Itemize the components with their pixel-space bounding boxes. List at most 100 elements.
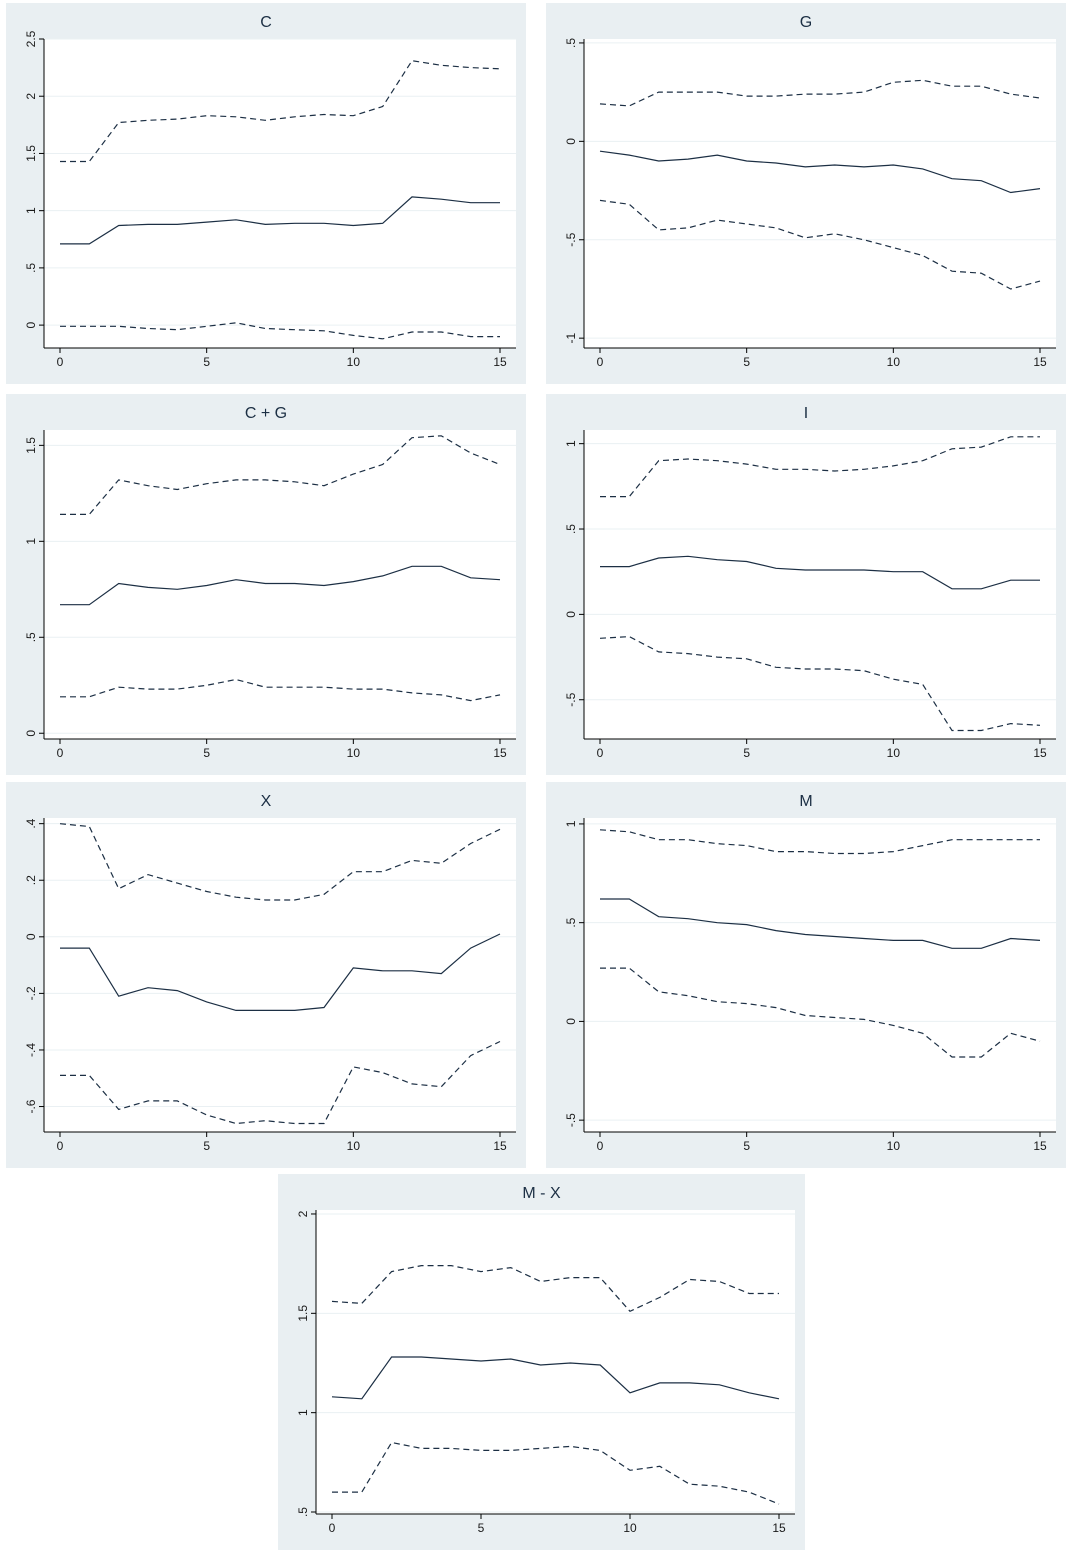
upper-bound-line	[599, 79, 1041, 107]
chart-panel-c-plus-g: C + G 0 .5 1 1.5 0 5 10 15	[6, 394, 526, 775]
x-tick-label: 15	[772, 1521, 786, 1535]
x-tick-label: 0	[597, 1139, 604, 1153]
chart-panel-m-minus-x: M - X .5 1 1.5 2 0 5 10 15	[278, 1174, 805, 1550]
y-tick-label: 0	[24, 933, 38, 940]
x-tick-label: 10	[347, 746, 361, 760]
y-tick-label: 1.5	[24, 145, 38, 162]
plot-area	[44, 430, 516, 739]
chart-title: G	[800, 14, 812, 31]
chart-title: C	[260, 14, 272, 31]
y-tick-label: 0	[564, 138, 578, 145]
y-tick-label: 1	[296, 1409, 310, 1416]
upper-bound-line	[60, 60, 501, 163]
x-tick-label: 15	[1033, 1139, 1047, 1153]
x-tick-label: 0	[57, 355, 64, 369]
lower-bound-line	[599, 199, 1041, 290]
plot-area	[584, 430, 1056, 739]
x-tick-label: 10	[347, 355, 361, 369]
upper-bound-line	[59, 823, 501, 901]
estimate-line	[600, 555, 1040, 590]
lower-bound-line	[60, 1040, 501, 1125]
chart-panel-m: M-.50.510 5 10 15	[546, 782, 1066, 1168]
y-tick-label: .5	[296, 1507, 310, 1517]
plot-area	[44, 818, 516, 1132]
y-tick-label: 0	[564, 1018, 578, 1025]
x-tick-label: 5	[203, 746, 210, 760]
y-tick-label: 1	[564, 820, 578, 827]
chart-title: M	[799, 793, 812, 810]
estimate-line	[60, 196, 500, 245]
lower-bound-line	[332, 1441, 780, 1505]
x-tick-label: 5	[743, 746, 750, 760]
y-tick-label: 1.5	[296, 1305, 310, 1322]
y-tick-label: 1	[564, 440, 578, 447]
y-tick-label: .5	[564, 917, 578, 927]
chart-panel-x: X -.6 -.4 -.2 0 .2 .4 0 5 10 15	[6, 782, 526, 1168]
y-tick-label: -1	[564, 332, 578, 343]
chart-panel-i: I-.50.510 5 10 15	[546, 394, 1066, 775]
chart-panel-c: C 0 .5 1 1.5 2 2.5 0 5 10 15	[6, 3, 526, 384]
lower-bound-line	[60, 678, 501, 702]
x-tick-label: 0	[329, 1521, 336, 1535]
x-tick-label: 15	[1033, 746, 1047, 760]
y-tick-label: 2	[296, 1210, 310, 1217]
y-tick-label: 0	[24, 321, 38, 328]
x-tick-label: 10	[347, 1139, 361, 1153]
y-tick-label: 1.5	[24, 437, 38, 454]
estimate-line	[599, 150, 1041, 194]
x-tick-label: 5	[203, 1139, 210, 1153]
x-tick-label: 0	[597, 355, 604, 369]
x-tick-label: 0	[597, 746, 604, 760]
lower-bound-line	[60, 322, 500, 340]
estimate-line	[60, 565, 501, 606]
estimate-line	[331, 1356, 780, 1400]
x-tick-label: 0	[57, 1139, 64, 1153]
upper-bound-line	[600, 436, 1040, 498]
y-tick-label: 0	[24, 730, 38, 737]
lower-bound-line	[600, 967, 1041, 1058]
y-tick-label: .4	[24, 818, 38, 828]
y-tick-label: .5	[24, 263, 38, 273]
y-tick-label: .5	[24, 632, 38, 642]
y-tick-label: 0	[564, 611, 578, 618]
plot-area	[584, 39, 1056, 348]
estimate-line	[600, 898, 1041, 949]
y-tick-label: -.4	[24, 1043, 38, 1057]
x-tick-label: 5	[743, 1139, 750, 1153]
x-tick-label: 10	[887, 746, 901, 760]
y-tick-label: 1	[24, 207, 38, 214]
y-tick-label: 2.5	[24, 30, 38, 47]
lower-bound-line	[599, 635, 1041, 732]
x-tick-label: 15	[493, 355, 507, 369]
y-tick-label: -.5	[564, 232, 578, 246]
x-tick-label: 10	[623, 1521, 637, 1535]
y-tick-label: .5	[564, 38, 578, 48]
chart-title: X	[261, 793, 272, 810]
estimate-line	[60, 933, 501, 1012]
y-tick-label: .5	[564, 524, 578, 534]
x-tick-label: 5	[478, 1521, 485, 1535]
x-tick-label: 15	[1033, 355, 1047, 369]
plot-area	[584, 818, 1056, 1132]
x-tick-label: 10	[887, 355, 901, 369]
x-tick-label: 5	[743, 355, 750, 369]
chart-panel-g: G -1 -.5 0 .5 0 5 10 15	[546, 3, 1066, 384]
y-tick-label: 1	[24, 538, 38, 545]
plot-area	[316, 1210, 795, 1514]
x-tick-label: 15	[493, 746, 507, 760]
chart-title: M - X	[522, 1185, 561, 1202]
y-tick-label: -.5	[564, 1113, 578, 1127]
x-tick-label: 0	[57, 746, 64, 760]
x-tick-label: 10	[887, 1139, 901, 1153]
y-tick-label: 2	[24, 93, 38, 100]
y-tick-label: -.2	[24, 986, 38, 1000]
chart-title: I	[804, 405, 808, 422]
plot-area	[44, 39, 516, 348]
y-tick-label: -.5	[564, 692, 578, 706]
y-tick-label: -.6	[24, 1099, 38, 1113]
x-tick-label: 5	[203, 355, 210, 369]
x-tick-label: 15	[493, 1139, 507, 1153]
upper-bound-line	[331, 1264, 779, 1313]
upper-bound-line	[599, 829, 1040, 855]
